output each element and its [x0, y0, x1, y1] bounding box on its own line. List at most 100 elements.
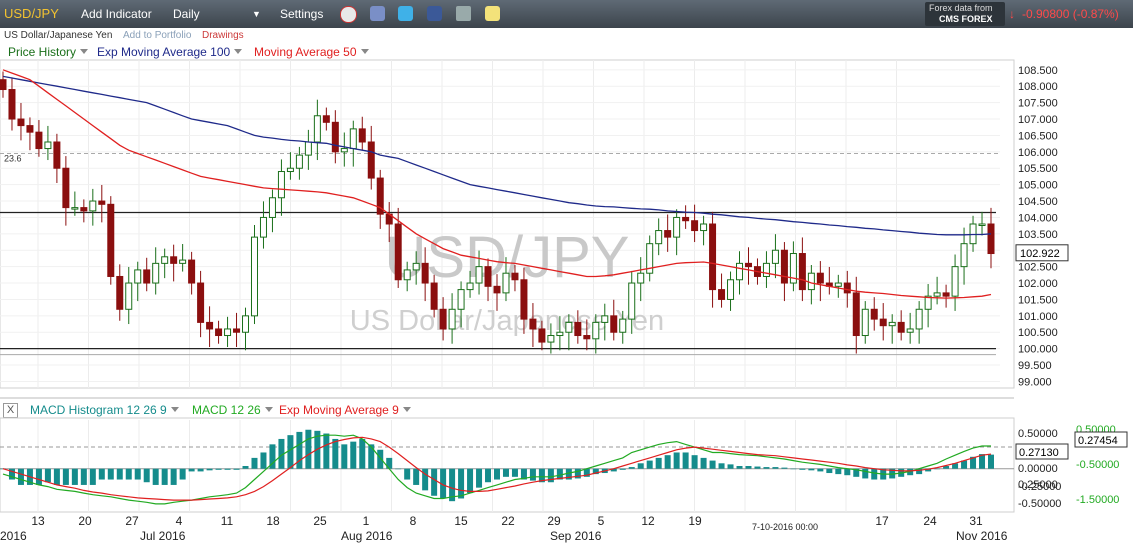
- interval-select[interactable]: Daily: [173, 7, 200, 21]
- x-tick-label: 25: [313, 514, 327, 528]
- price-legend: Price History Exp Moving Average 100 Mov…: [0, 44, 1014, 60]
- candle-body: [421, 262, 429, 284]
- macd-histogram-bar: [467, 468, 474, 494]
- macd-tick-right: -1.50000: [1076, 494, 1119, 506]
- macd-histogram-bar: [538, 468, 545, 483]
- macd-histogram-bar: [583, 468, 590, 477]
- candle-body: [861, 308, 869, 337]
- macd-histogram-bar: [592, 468, 599, 475]
- candle-body: [0, 79, 7, 91]
- fib-label: 23.6: [4, 153, 22, 163]
- macd-histogram-bar: [332, 438, 339, 469]
- candle-body: [700, 223, 708, 232]
- macd-histogram-bar: [458, 468, 465, 499]
- candle-body: [655, 230, 663, 245]
- candle-body: [771, 249, 779, 264]
- macd-value-box-2: [1015, 443, 1069, 460]
- candle-body: [762, 262, 770, 277]
- twitter-icon[interactable]: [398, 6, 413, 21]
- current-price-label: 102.922: [1020, 248, 1060, 260]
- drawings-link[interactable]: Drawings: [202, 30, 244, 41]
- candle-body: [924, 295, 932, 310]
- macd-histogram-bar: [377, 449, 384, 469]
- books-icon[interactable]: [370, 6, 385, 21]
- macd-histogram-bar: [53, 468, 60, 485]
- candle-body: [44, 141, 52, 150]
- candle-body: [322, 115, 330, 123]
- macd-value-2: 0.27130: [1019, 447, 1059, 459]
- candle-body: [71, 207, 79, 210]
- macd-histogram-bar: [233, 468, 240, 470]
- x-tick-label: 15: [454, 514, 468, 528]
- macd-histogram-bar: [215, 468, 222, 470]
- candle-body: [250, 236, 258, 317]
- macd-histogram-bar: [161, 468, 168, 485]
- x-tick-label: 13: [31, 514, 45, 528]
- macd-histogram-bar: [278, 438, 285, 469]
- candle-body: [933, 292, 941, 297]
- macd-histogram-bar: [260, 452, 267, 469]
- macd-histogram-bar: [323, 433, 330, 469]
- macd-histogram-bar: [44, 468, 51, 483]
- legend-macd-histogram[interactable]: MACD Histogram 12 26 9: [30, 403, 179, 417]
- macd-histogram-bar: [511, 468, 518, 477]
- macd-signal-line: [2, 436, 992, 501]
- x-month-label: Jul 2016: [140, 529, 186, 543]
- macd-histogram-bar: [727, 464, 734, 469]
- macd-histogram-bar: [305, 429, 312, 469]
- alarm-clock-icon[interactable]: [340, 6, 357, 23]
- legend-macd-signal[interactable]: Exp Moving Average 9: [279, 403, 411, 417]
- macd-histogram-bar: [449, 468, 456, 502]
- chevron-down-icon[interactable]: ▼: [252, 9, 261, 19]
- price-change: -0.90800 (-0.87%): [1022, 7, 1119, 21]
- candle-body: [259, 216, 267, 238]
- macd-value-box-1: [1074, 431, 1128, 448]
- candle-body: [682, 216, 690, 222]
- macd-line: [2, 434, 991, 505]
- candle-body: [628, 282, 636, 320]
- current-price-box: [1015, 244, 1069, 262]
- candle-body: [107, 203, 115, 277]
- macd-histogram-bar: [422, 468, 429, 491]
- macd-histogram-bar: [781, 467, 788, 469]
- candle-body: [295, 154, 303, 169]
- candle-body: [942, 292, 950, 297]
- candle-body: [780, 249, 788, 284]
- candle-body: [430, 282, 438, 310]
- candle-body: [637, 272, 645, 284]
- x-month-label: 2016: [0, 529, 27, 543]
- x-month-label: Sep 2016: [550, 529, 602, 543]
- legend-ema-100[interactable]: Exp Moving Average 100: [97, 45, 243, 59]
- candle-body: [242, 315, 250, 333]
- macd-tick-left: 0.25000: [1018, 479, 1058, 491]
- macd-histogram-bar: [547, 468, 554, 483]
- camera-icon[interactable]: [456, 6, 471, 21]
- add-to-portfolio-link[interactable]: Add to Portfolio: [123, 30, 192, 41]
- candle-body: [439, 308, 447, 330]
- macd-histogram-bar: [251, 457, 258, 469]
- legend-price-history[interactable]: Price History: [8, 45, 89, 59]
- macd-histogram-bar: [664, 455, 671, 469]
- candle-body: [143, 269, 151, 284]
- price-tick-label: 107.500: [1018, 98, 1058, 110]
- legend-macd-line[interactable]: MACD 12 26: [192, 403, 273, 417]
- symbol-label[interactable]: USD/JPY: [4, 6, 59, 21]
- x-month-label: Nov 2016: [956, 529, 1008, 543]
- price-tick-label: 105.000: [1018, 180, 1058, 192]
- facebook-icon[interactable]: [427, 6, 442, 21]
- legend-ma-50[interactable]: Moving Average 50: [254, 45, 369, 59]
- candle-body: [412, 262, 420, 271]
- macd-histogram-bar: [520, 468, 527, 480]
- x-tick-label: 17: [875, 514, 889, 528]
- settings-button[interactable]: Settings: [280, 7, 324, 21]
- macd-histogram-bar: [107, 468, 114, 480]
- candle-body: [197, 282, 205, 323]
- notes-icon[interactable]: [485, 6, 500, 21]
- candle-body: [8, 89, 16, 120]
- macd-histogram-bar: [988, 454, 994, 469]
- add-indicator-button[interactable]: Add Indicator: [81, 7, 152, 21]
- macd-histogram-bar: [368, 444, 375, 469]
- source-line-1: Forex data from: [929, 3, 993, 13]
- macd-histogram-bar: [646, 460, 653, 469]
